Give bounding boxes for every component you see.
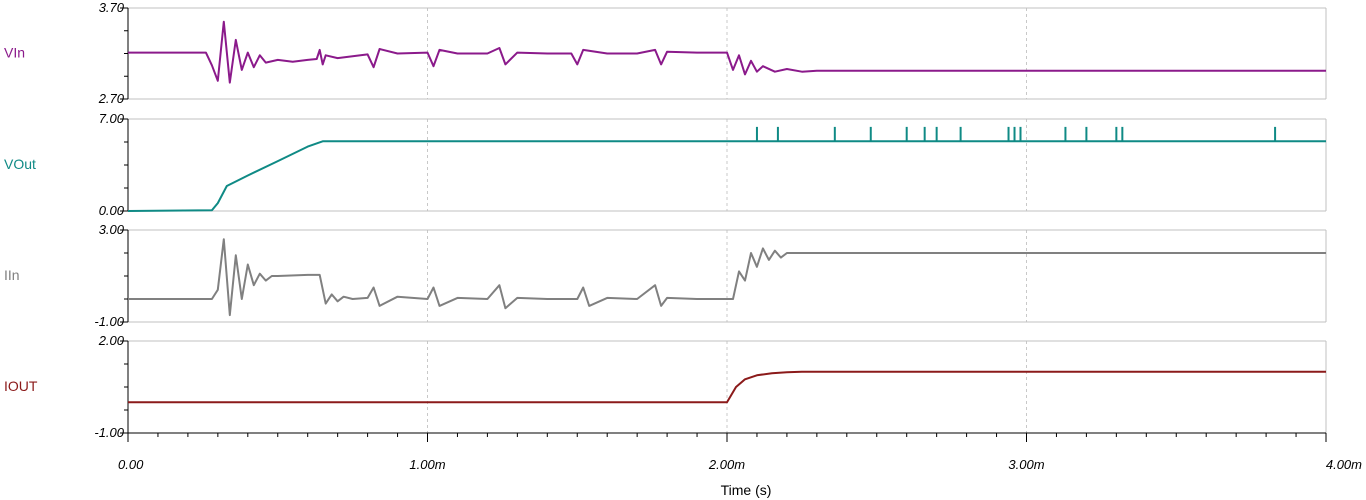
series-name: VIn — [4, 45, 25, 61]
x-tick-label: 4.00m — [1326, 457, 1362, 472]
panel-vin: 3.70 2.70 VIn — [4, 0, 1327, 106]
y-tick-label: 2.70 — [98, 91, 125, 106]
y-tick-label: 7.00 — [99, 111, 125, 126]
panels-layer: 3.70 2.70 VIn 7.00 0.00 VOut 3.00 -1.00 IIn 2.00 -… — [4, 0, 1327, 440]
x-tick-label: 2.00m — [708, 457, 745, 472]
x-tick-label: 0.00 — [118, 457, 144, 472]
series-name: IOUT — [4, 378, 38, 394]
panel-iin: 3.00 -1.00 IIn — [4, 222, 1327, 329]
panel-vout: 7.00 0.00 VOut — [4, 111, 1327, 218]
series-name: IIn — [4, 267, 20, 283]
series-line-vin — [128, 20, 1326, 84]
y-tick-label: 2.00 — [98, 333, 125, 348]
series-line-iout — [128, 370, 1326, 404]
y-tick-label: -1.00 — [94, 425, 124, 440]
x-axis-title: Time (s) — [721, 482, 772, 498]
series-name: VOut — [4, 156, 36, 172]
series-line-iin — [128, 238, 1326, 317]
x-axis: 0.00 1.00m 2.00m 3.00m 4.00m — [118, 432, 1362, 472]
y-tick-label: -1.00 — [94, 314, 124, 329]
y-tick-label: 3.70 — [99, 0, 125, 15]
y-tick-label: 0.00 — [99, 203, 125, 218]
panel-iout: 2.00 -1.00 IOUT — [4, 333, 1327, 440]
x-tick-label: 3.00m — [1008, 457, 1044, 472]
y-tick-label: 3.00 — [99, 222, 125, 237]
x-tick-label: 1.00m — [409, 457, 445, 472]
